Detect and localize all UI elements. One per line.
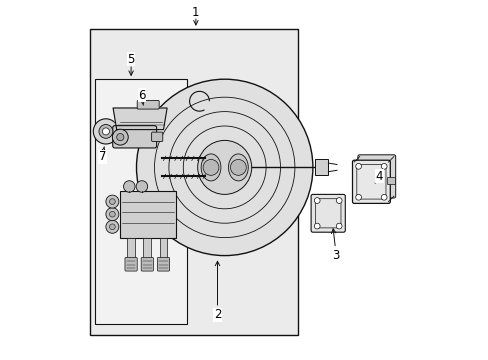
Circle shape bbox=[197, 140, 251, 194]
Circle shape bbox=[106, 195, 119, 208]
FancyBboxPatch shape bbox=[141, 257, 153, 271]
Circle shape bbox=[123, 181, 135, 192]
Circle shape bbox=[99, 125, 113, 138]
Circle shape bbox=[355, 194, 361, 200]
Circle shape bbox=[230, 159, 246, 175]
Text: 5: 5 bbox=[127, 53, 135, 66]
Bar bbox=[95, 79, 186, 324]
Bar bbox=[314, 159, 328, 175]
Circle shape bbox=[109, 224, 115, 230]
Ellipse shape bbox=[201, 154, 221, 181]
Circle shape bbox=[203, 159, 219, 175]
Bar bbox=[159, 238, 167, 259]
Circle shape bbox=[314, 223, 320, 229]
Bar bbox=[386, 177, 394, 184]
Ellipse shape bbox=[228, 154, 248, 181]
Circle shape bbox=[381, 194, 386, 200]
Circle shape bbox=[355, 163, 361, 169]
Circle shape bbox=[112, 129, 128, 145]
Circle shape bbox=[136, 181, 147, 192]
Circle shape bbox=[314, 198, 320, 203]
FancyBboxPatch shape bbox=[125, 257, 137, 271]
Circle shape bbox=[109, 211, 115, 217]
Circle shape bbox=[109, 199, 115, 204]
Circle shape bbox=[102, 128, 109, 135]
Bar bbox=[89, 29, 298, 335]
Circle shape bbox=[106, 208, 119, 221]
Polygon shape bbox=[113, 108, 167, 130]
Circle shape bbox=[336, 198, 342, 203]
Text: 1: 1 bbox=[192, 6, 199, 19]
Text: 7: 7 bbox=[99, 147, 106, 163]
FancyBboxPatch shape bbox=[151, 132, 163, 141]
Text: 4: 4 bbox=[374, 170, 383, 183]
Circle shape bbox=[336, 223, 342, 229]
Text: 3: 3 bbox=[331, 229, 339, 262]
Circle shape bbox=[136, 79, 312, 256]
FancyBboxPatch shape bbox=[310, 194, 345, 232]
Circle shape bbox=[93, 119, 118, 144]
FancyBboxPatch shape bbox=[137, 100, 159, 109]
Circle shape bbox=[117, 134, 123, 141]
FancyBboxPatch shape bbox=[357, 155, 395, 198]
Text: 6: 6 bbox=[138, 89, 145, 105]
Bar bbox=[120, 191, 176, 238]
FancyBboxPatch shape bbox=[113, 126, 156, 148]
FancyBboxPatch shape bbox=[352, 160, 389, 203]
Bar bbox=[127, 238, 135, 259]
Circle shape bbox=[106, 220, 119, 233]
Circle shape bbox=[381, 163, 386, 169]
Bar bbox=[143, 238, 151, 259]
Text: 2: 2 bbox=[213, 261, 221, 321]
FancyBboxPatch shape bbox=[157, 257, 169, 271]
